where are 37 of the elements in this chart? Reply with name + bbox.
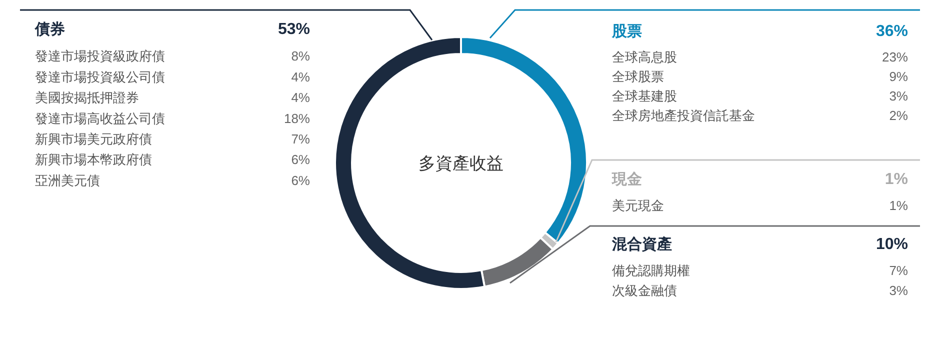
text: 發達市場投資級公司債 [35,69,165,84]
text: 全球房地產投資信託基金 [612,108,755,123]
text: 4% [291,69,310,84]
text: 發達市場高收益公司債 [35,110,165,126]
text: 2% [889,108,908,123]
text: 18% [284,110,310,126]
text: 7% [889,263,908,278]
data-label: 36% [876,23,908,40]
text: 4% [291,90,310,106]
text: 備兌認購期權 [612,263,690,278]
text: 6% [291,152,310,168]
text: 新興市場美元政府債 [35,132,152,146]
text: 亞洲美元債 [35,172,100,188]
data-label: 10% [876,236,908,253]
slice-label: 股票 [611,23,642,40]
slice-label: 現金 [611,171,642,188]
text: 7% [291,132,310,146]
text: 美國按揭抵押證券 [35,90,139,106]
text: 6% [291,172,310,188]
text: 新興市場本幣政府債 [35,152,152,168]
data-label: 1% [884,171,908,188]
text: 9% [889,69,908,84]
text: 全球基建股 [612,88,677,104]
text: 3% [889,88,908,104]
text: 全球股票 [612,69,664,84]
text: 美元現金 [612,198,664,213]
text: 全球高息股 [612,50,677,64]
text: 8% [291,48,310,64]
text: 次級金融債 [612,283,677,298]
text: 發達市場投資級政府債 [35,48,165,64]
text: 23% [882,50,908,64]
slice-label: 債券 [34,21,65,38]
text: 多資產收益 [418,154,504,173]
data-label: 53% [278,21,310,38]
text: 3% [889,283,908,298]
text: 1% [889,198,908,213]
slice-label: 混合資產 [611,236,672,253]
